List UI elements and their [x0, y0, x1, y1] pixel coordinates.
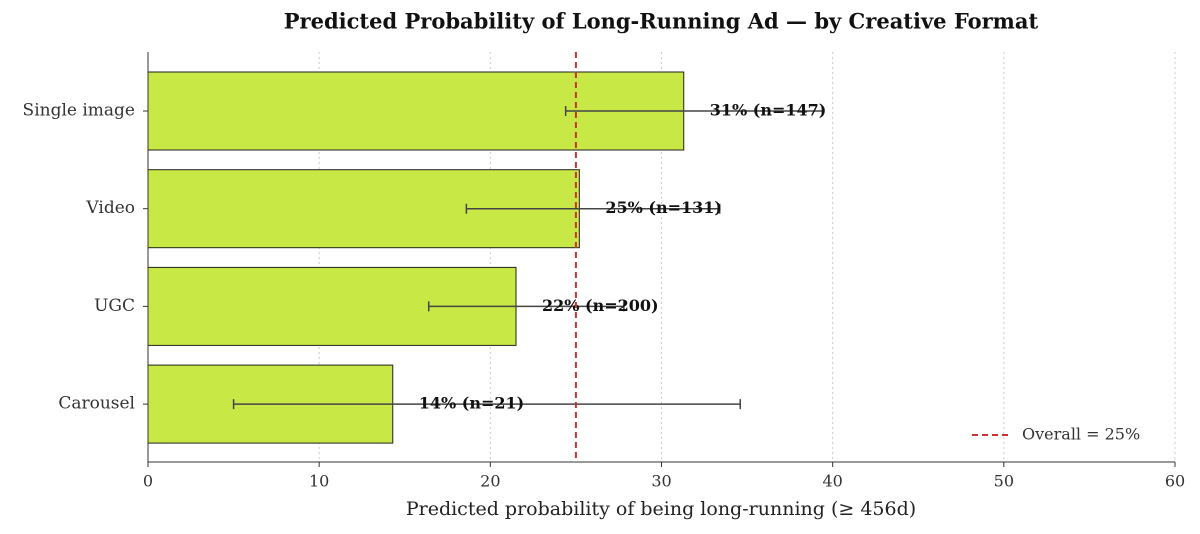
error-bar	[465, 203, 721, 214]
y-tick-label: Video	[85, 198, 135, 218]
x-tick-label: 30	[651, 472, 671, 491]
x-tick-label: 0	[143, 472, 153, 491]
value-label: 14% (n=21)	[419, 394, 524, 413]
y-tick-label: UGC	[94, 296, 135, 316]
y-tick-label: Single image	[23, 101, 135, 121]
x-tick-label: 20	[480, 472, 500, 491]
value-label: 22% (n=200)	[542, 296, 659, 315]
x-tick-label: 40	[822, 472, 842, 491]
value-label: 31% (n=147)	[710, 101, 827, 120]
error-bar	[232, 399, 741, 410]
x-axis-label: Predicted probability of being long-runn…	[406, 498, 916, 520]
x-tick-label: 50	[994, 472, 1014, 491]
x-tick-label: 60	[1165, 472, 1185, 491]
y-tick-label: Carousel	[58, 394, 135, 414]
error-bar	[427, 301, 625, 312]
x-tick-label: 10	[309, 472, 329, 491]
error-bar	[564, 106, 824, 116]
legend-label: Overall = 25%	[1022, 425, 1140, 444]
chart-title: Predicted Probability of Long-Running Ad…	[284, 9, 1039, 34]
value-label: 25% (n=131)	[605, 198, 722, 217]
